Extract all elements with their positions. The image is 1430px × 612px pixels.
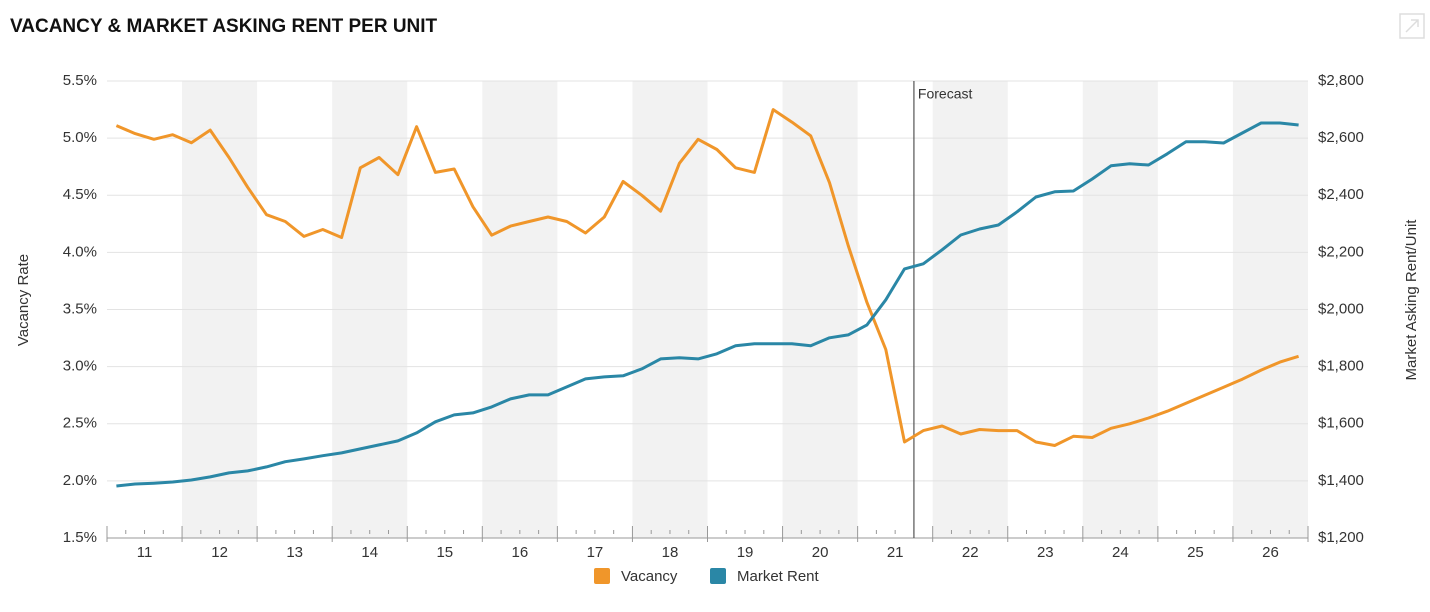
y-tick-label: 2.5% [63, 415, 97, 432]
y2-tick-label: $2,800 [1318, 72, 1364, 89]
legend-swatch [594, 568, 610, 584]
y2-tick-label: $1,800 [1318, 358, 1364, 375]
x-tick-label: 21 [887, 544, 904, 561]
x-tick-label: 26 [1262, 544, 1279, 561]
y2-tick-label: $2,400 [1318, 186, 1364, 203]
x-tick-label: 20 [812, 544, 829, 561]
y-tick-label: 4.0% [63, 243, 97, 260]
series-line [116, 121, 1299, 488]
y2-tick-label: $2,600 [1318, 129, 1364, 146]
expand-icon[interactable] [1399, 13, 1425, 39]
x-tick-label: 16 [512, 544, 529, 561]
y2-tick-label: $2,000 [1318, 300, 1364, 317]
y-tick-label: 2.0% [63, 472, 97, 489]
x-tick-label: 23 [1037, 544, 1054, 561]
y-tick-label: 5.0% [63, 129, 97, 146]
y-tick-label: 4.5% [63, 186, 97, 203]
x-tick-label: 24 [1112, 544, 1129, 561]
x-tick-label: 18 [662, 544, 679, 561]
expand-arrow[interactable] [1405, 19, 1419, 33]
x-tick-label: 17 [587, 544, 604, 561]
y-tick-label: 3.0% [63, 358, 97, 375]
y2-tick-label: $1,400 [1318, 472, 1364, 489]
y2-tick-label: $1,600 [1318, 415, 1364, 432]
y2-tick-label: $2,200 [1318, 243, 1364, 260]
y-tick-label: 3.5% [63, 300, 97, 317]
y2-tick-label: $1,200 [1318, 529, 1364, 546]
forecast-label: Forecast [918, 86, 973, 102]
x-tick-label: 13 [286, 544, 303, 561]
x-tick-label: 14 [361, 544, 378, 561]
x-tick-label: 11 [137, 544, 153, 561]
series-line [115, 108, 1300, 447]
y-axis-title: Vacancy Rate [15, 254, 32, 346]
y-tick-label: 1.5% [63, 529, 97, 546]
chart-title: VACANCY & MARKET ASKING RENT PER UNIT [10, 16, 438, 37]
x-tick-label: 19 [737, 544, 754, 561]
x-tick-label: 22 [962, 544, 979, 561]
x-tick-label: 25 [1187, 544, 1204, 561]
legend-label: Market Rent [737, 568, 820, 585]
legend-label: Vacancy [621, 568, 678, 585]
x-tick-label: 15 [436, 544, 453, 561]
y-tick-label: 5.5% [63, 72, 97, 89]
expand-box[interactable] [1399, 13, 1425, 39]
y2-axis-title: Market Asking Rent/Unit [1403, 219, 1420, 381]
x-tick-label: 12 [211, 544, 228, 561]
legend-swatch [710, 568, 726, 584]
